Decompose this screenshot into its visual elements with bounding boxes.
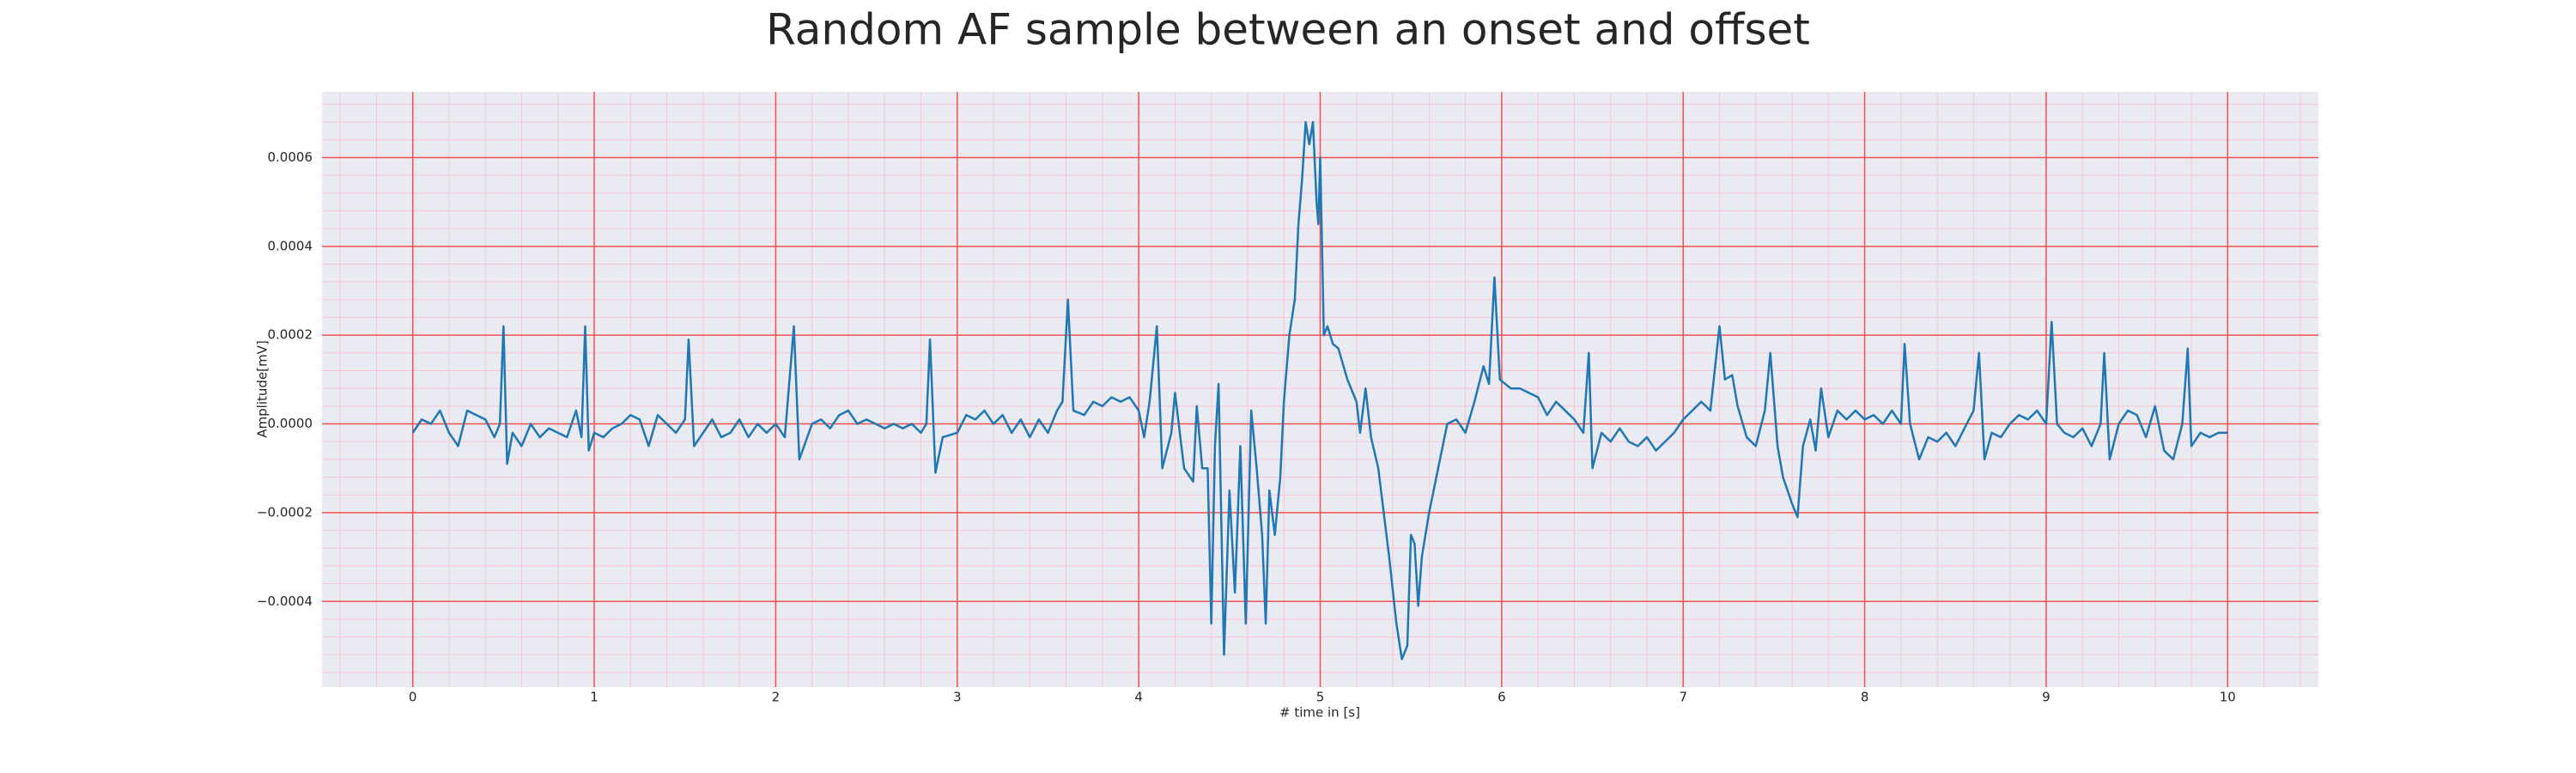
signal-line <box>411 120 2228 660</box>
x-tick-label: 5 <box>1316 690 1325 705</box>
y-tick-label: 0.0004 <box>268 238 313 253</box>
x-tick-label: 2 <box>772 690 781 705</box>
y-tick-label: −0.0004 <box>257 593 313 609</box>
x-tick-label: 6 <box>1498 690 1506 705</box>
y-tick-label: 0.0000 <box>268 416 313 431</box>
x-tick-label: 8 <box>1861 690 1869 705</box>
x-tick-label: 3 <box>953 690 962 705</box>
x-tick-label: 4 <box>1134 690 1143 705</box>
chart-title: Random AF sample between an onset and of… <box>766 5 1810 55</box>
x-tick-label: 9 <box>2042 690 2050 705</box>
x-tick-label: 0 <box>409 690 417 705</box>
x-tick-label: 1 <box>590 690 598 705</box>
y-axis-label: Amplitude[mV] <box>255 340 270 437</box>
y-tick-label: 0.0006 <box>268 149 313 165</box>
x-axis-label: # time in [s] <box>1279 705 1360 721</box>
x-tick-label: 10 <box>2220 690 2236 705</box>
x-tick-label: 7 <box>1679 690 1687 705</box>
y-tick-label: −0.0002 <box>257 504 313 520</box>
y-tick-label: 0.0002 <box>268 327 313 343</box>
